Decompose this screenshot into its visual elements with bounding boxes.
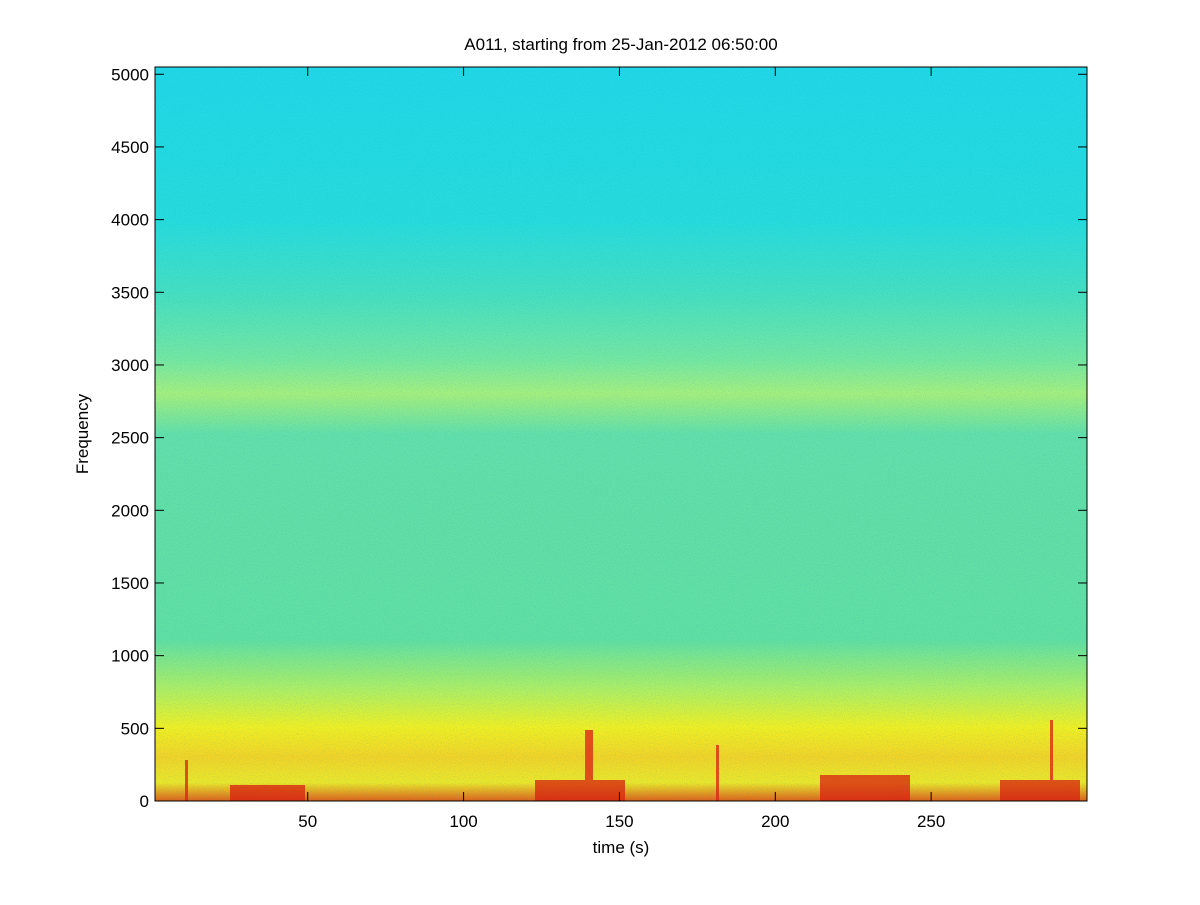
y-axis-label: Frequency: [73, 393, 92, 474]
x-tick-label: 50: [298, 812, 317, 831]
y-tick-label: 3000: [111, 356, 149, 375]
x-tick-label: 200: [761, 812, 789, 831]
x-tick-label: 100: [449, 812, 477, 831]
y-tick-label: 4500: [111, 138, 149, 157]
x-axis-label: time (s): [593, 838, 650, 857]
y-tick-label: 0: [140, 792, 149, 811]
x-tick-label: 250: [917, 812, 945, 831]
chart-title: A011, starting from 25-Jan-2012 06:50:00: [464, 35, 777, 54]
y-tick-label: 2500: [111, 429, 149, 448]
y-tick-label: 1500: [111, 574, 149, 593]
y-tick-label: 3500: [111, 283, 149, 302]
y-tick-label: 4000: [111, 211, 149, 230]
spectrogram-image: [155, 67, 1087, 801]
y-tick-label: 5000: [111, 65, 149, 84]
plot-frame: [154, 66, 1088, 802]
y-tick-label: 500: [121, 719, 149, 738]
y-tick-label: 2000: [111, 501, 149, 520]
x-tick-label: 150: [605, 812, 633, 831]
y-tick-label: 1000: [111, 647, 149, 666]
